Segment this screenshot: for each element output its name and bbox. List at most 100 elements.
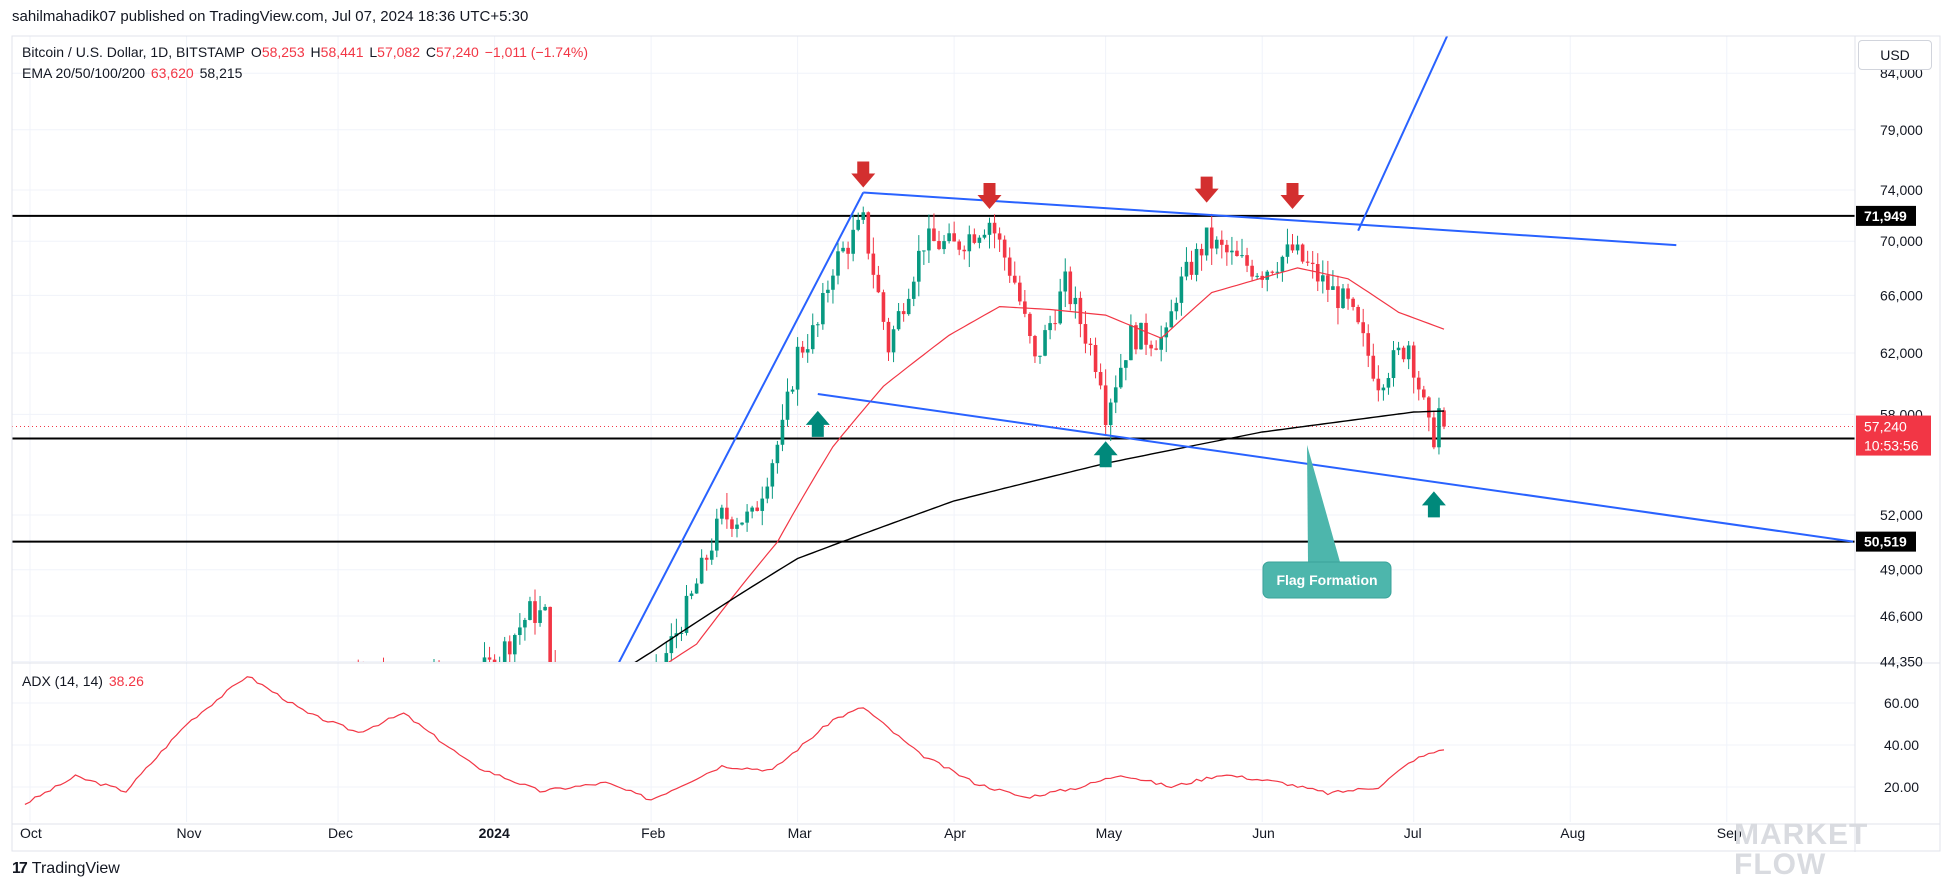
candle-body bbox=[1270, 271, 1275, 273]
last-price-label: 57,240 bbox=[1864, 419, 1907, 435]
candle-body bbox=[589, 739, 593, 748]
candle-body bbox=[457, 671, 461, 683]
candle-body bbox=[447, 671, 451, 679]
candle bbox=[1366, 324, 1371, 368]
candle bbox=[1250, 259, 1254, 281]
candle bbox=[982, 229, 987, 240]
candle bbox=[770, 459, 775, 499]
candle bbox=[589, 727, 593, 756]
adx-tick-label: 20.00 bbox=[1884, 779, 1919, 795]
candle bbox=[715, 508, 719, 558]
candle-body bbox=[1351, 298, 1355, 307]
candle bbox=[659, 663, 663, 684]
candle bbox=[1321, 260, 1325, 294]
currency-selector[interactable]: USD bbox=[1858, 40, 1932, 70]
support-arrow-up-icon bbox=[805, 410, 830, 437]
candle-body bbox=[1194, 248, 1199, 275]
candle-body bbox=[1442, 410, 1446, 427]
candle-body bbox=[952, 233, 956, 242]
candle-body bbox=[518, 627, 522, 636]
adx-tick-label: 60.00 bbox=[1884, 695, 1919, 711]
candle bbox=[492, 654, 497, 662]
candle-body bbox=[901, 311, 906, 315]
candle-body bbox=[982, 234, 987, 238]
price-tick-label: 44,350 bbox=[1880, 654, 1923, 670]
candle bbox=[1093, 337, 1098, 379]
candle bbox=[502, 636, 507, 662]
candle bbox=[452, 668, 456, 694]
candle bbox=[795, 337, 800, 406]
candle bbox=[861, 206, 866, 224]
candle bbox=[745, 504, 749, 532]
signal-arrows bbox=[805, 161, 1446, 518]
candle-body bbox=[977, 237, 982, 243]
trend-line bbox=[817, 393, 1854, 543]
candle bbox=[412, 674, 416, 698]
candle bbox=[639, 689, 643, 725]
candle bbox=[962, 245, 967, 260]
candle bbox=[1376, 365, 1381, 402]
candle bbox=[1058, 278, 1062, 325]
candle-body bbox=[397, 698, 401, 700]
candle-body bbox=[422, 678, 426, 688]
candle-body bbox=[1381, 387, 1386, 391]
candle bbox=[1159, 325, 1163, 362]
candle-body bbox=[452, 680, 456, 684]
candle-body bbox=[604, 740, 608, 756]
candle-body bbox=[1300, 244, 1305, 262]
candle bbox=[957, 239, 961, 256]
candle bbox=[669, 623, 674, 662]
candle-body bbox=[1326, 275, 1330, 290]
level-price-label: 71,949 bbox=[1864, 208, 1907, 224]
candle bbox=[1179, 266, 1184, 316]
candle-body bbox=[599, 734, 603, 741]
candle bbox=[841, 241, 845, 253]
candle bbox=[735, 517, 739, 538]
candle bbox=[397, 691, 401, 717]
candle bbox=[1406, 340, 1411, 370]
level-price-label: 50,519 bbox=[1864, 534, 1907, 550]
time-tick-label: Aug bbox=[1560, 825, 1585, 841]
time-tick-label: Apr bbox=[944, 825, 966, 841]
candle-body bbox=[1028, 313, 1032, 336]
candle-body bbox=[523, 619, 527, 628]
time-tick-label: Nov bbox=[177, 825, 202, 841]
candle bbox=[457, 665, 461, 690]
candle bbox=[478, 668, 482, 700]
watermark-line2: FLOW bbox=[1734, 848, 1827, 881]
candle-body bbox=[492, 659, 497, 662]
candle bbox=[1007, 247, 1012, 283]
candle bbox=[1280, 255, 1285, 282]
candle-body bbox=[1295, 244, 1300, 251]
candle bbox=[538, 595, 542, 627]
price-tick-label: 79,000 bbox=[1880, 122, 1923, 138]
candle bbox=[1275, 262, 1280, 279]
candle-body bbox=[1427, 397, 1431, 418]
candle bbox=[911, 276, 916, 307]
candle bbox=[927, 214, 931, 263]
candle-body bbox=[513, 635, 517, 655]
candle-body bbox=[785, 391, 790, 420]
time-tick-label: Jul bbox=[1404, 825, 1422, 841]
time-tick-label: Feb bbox=[641, 825, 665, 841]
candle-body bbox=[507, 641, 512, 655]
candle-body bbox=[967, 234, 972, 252]
candle bbox=[1124, 359, 1128, 381]
candle-body bbox=[1108, 402, 1113, 426]
candle-body bbox=[760, 498, 765, 511]
candle-body bbox=[896, 311, 901, 330]
candle bbox=[487, 646, 492, 662]
candle-body bbox=[740, 522, 744, 525]
candle-body bbox=[851, 229, 855, 254]
candle-body bbox=[1305, 261, 1310, 263]
candle-body bbox=[886, 321, 891, 353]
ema-20-line bbox=[668, 267, 1445, 662]
candle-body bbox=[1139, 322, 1143, 350]
flag-annotation: Flag Formation bbox=[1262, 445, 1392, 599]
candle bbox=[952, 221, 956, 242]
time-tick-label: Sep bbox=[1717, 825, 1742, 841]
candle bbox=[790, 386, 795, 394]
candle bbox=[463, 663, 467, 699]
candle bbox=[634, 695, 638, 739]
